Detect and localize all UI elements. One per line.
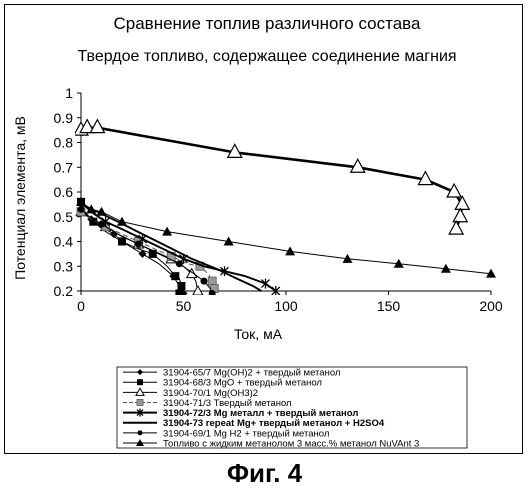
- y-tick-label: 0.4: [54, 234, 74, 250]
- figure-caption: Фиг. 4: [0, 458, 529, 489]
- data-point: [171, 272, 179, 280]
- y-axis-label: Потенциал элемента, мВ: [12, 116, 28, 280]
- y-tick-label: 0.9: [54, 110, 74, 126]
- x-tick-label: 50: [176, 298, 192, 314]
- data-point: [208, 277, 216, 285]
- x-tick-label: 0: [77, 298, 85, 314]
- y-tick-label: 0.8: [54, 135, 74, 151]
- data-point: [201, 278, 208, 285]
- data-point: [453, 209, 467, 222]
- data-point: [176, 260, 183, 267]
- x-tick-label: 200: [479, 298, 503, 314]
- x-axis-label: Ток, мА: [234, 326, 283, 342]
- axes: 0.2 0.3 0.4 0.5 0.6 0.7 0.8 0.9 1 0 50 100 150 200: [54, 85, 503, 314]
- y-tick-label: 0.3: [54, 258, 74, 274]
- data-point: [177, 282, 185, 290]
- y-tick-label: 0.5: [54, 209, 74, 225]
- data-point: [137, 399, 143, 405]
- y-tick-label: 0.6: [54, 184, 74, 200]
- series-5: [77, 197, 280, 296]
- data-point: [98, 221, 105, 228]
- series-line: [81, 128, 462, 229]
- series-4: [77, 208, 218, 293]
- legend-entry: Топливо с жидким метанолом 3 масс.% мета…: [123, 438, 419, 449]
- chart-canvas: Сравнение топлив различного состава Твер…: [5, 5, 522, 453]
- data-point: [137, 379, 143, 385]
- y-tick-label: 0.2: [54, 283, 74, 299]
- y-tick-label: 0.7: [54, 159, 74, 175]
- data-point: [78, 206, 85, 213]
- y-tick-label: 1: [65, 85, 73, 101]
- data-point: [138, 430, 143, 435]
- data-point: [90, 120, 104, 133]
- series-layer: [74, 120, 496, 298]
- legend: 31904-65/7 Mg(OH)2 + твердый метанол3190…: [117, 367, 467, 449]
- series-9: [74, 120, 469, 234]
- data-point: [118, 238, 126, 246]
- chart-subtitle: Твердое топливо, содержащее соединение м…: [77, 48, 456, 65]
- chart-title: Сравнение топлив различного состава: [114, 14, 422, 33]
- x-tick-label: 150: [377, 298, 401, 314]
- data-point: [175, 289, 183, 297]
- data-point: [209, 290, 216, 297]
- legend-label: Топливо с жидким метанолом 3 масс.% мета…: [163, 438, 419, 449]
- data-point: [135, 240, 142, 247]
- chart-frame: Сравнение топлив различного состава Твер…: [4, 4, 523, 454]
- x-tick-label: 100: [274, 298, 298, 314]
- data-point: [449, 221, 463, 234]
